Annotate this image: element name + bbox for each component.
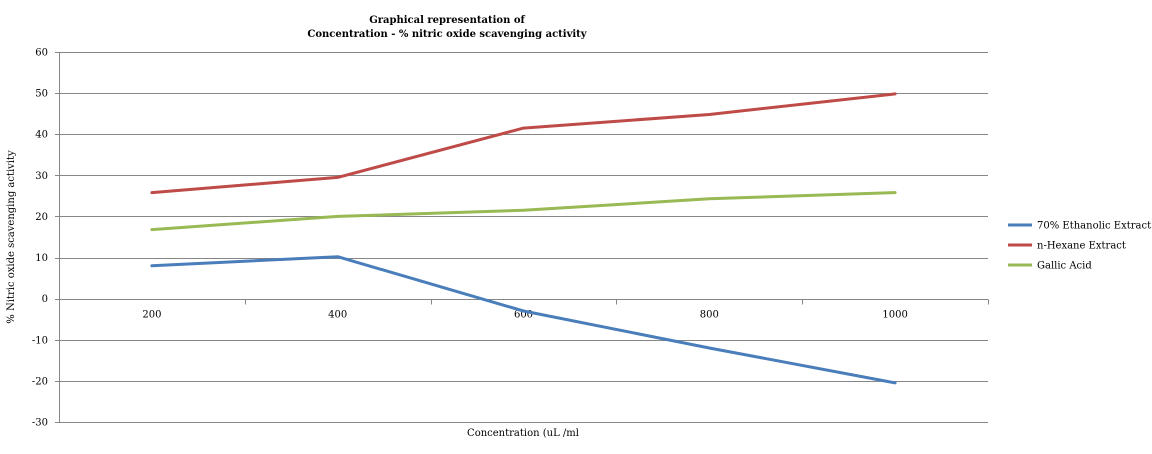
x-tick-label: 800	[700, 310, 719, 321]
data-point	[522, 126, 525, 130]
legend-label: n-Hexane Extract	[1037, 241, 1126, 252]
y-tick-label: 20	[35, 212, 48, 223]
data-point	[150, 264, 154, 267]
data-point	[893, 191, 897, 194]
data-point	[522, 209, 525, 212]
y-tick-label: 60	[35, 48, 48, 59]
data-point	[708, 113, 711, 116]
x-tick-label: 200	[142, 310, 161, 321]
data-point	[522, 309, 525, 313]
series-line-2	[150, 92, 897, 195]
legend: 70% Ethanolic Extract n-Hexane Extract Gal…	[1008, 221, 1151, 272]
x-axis: 200 400 600 800 1000	[59, 299, 989, 321]
y-tick-label: 10	[35, 253, 48, 264]
y-tick-label: -20	[32, 376, 48, 387]
chart-subtitle: Concentration - % nitric oxide scavengin…	[307, 29, 587, 40]
y-tick-label: 0	[42, 294, 48, 305]
x-axis-label: Concentration (uL /ml	[467, 428, 579, 439]
data-point	[336, 255, 339, 258]
legend-label: Gallic Acid	[1037, 261, 1092, 272]
y-tick-label: 50	[35, 89, 48, 100]
data-point	[893, 381, 897, 385]
data-point	[150, 228, 154, 231]
x-tick-label: 400	[328, 310, 347, 321]
data-point	[708, 346, 711, 350]
data-point	[336, 215, 339, 218]
gridlines	[55, 52, 988, 423]
series-lines	[150, 92, 897, 385]
data-point	[708, 197, 711, 200]
legend-label: 70% Ethanolic Extract	[1037, 221, 1151, 232]
data-point	[150, 191, 154, 194]
y-axis-tick-labels: 60 50 40 30 20 10 0 -10 -20 -30	[32, 48, 48, 429]
y-tick-label: -30	[32, 418, 48, 429]
x-tick-label: 600	[514, 310, 533, 321]
y-tick-label: 40	[35, 130, 48, 141]
y-tick-label: 30	[35, 171, 48, 182]
chart-title: Graphical representation of	[369, 15, 525, 26]
data-point	[336, 176, 339, 179]
x-tick-label: 1000	[882, 310, 907, 321]
data-point	[893, 92, 897, 96]
y-axis-label: % Nitric oxide scavenging activity	[6, 150, 17, 324]
y-tick-label: -10	[32, 335, 48, 346]
